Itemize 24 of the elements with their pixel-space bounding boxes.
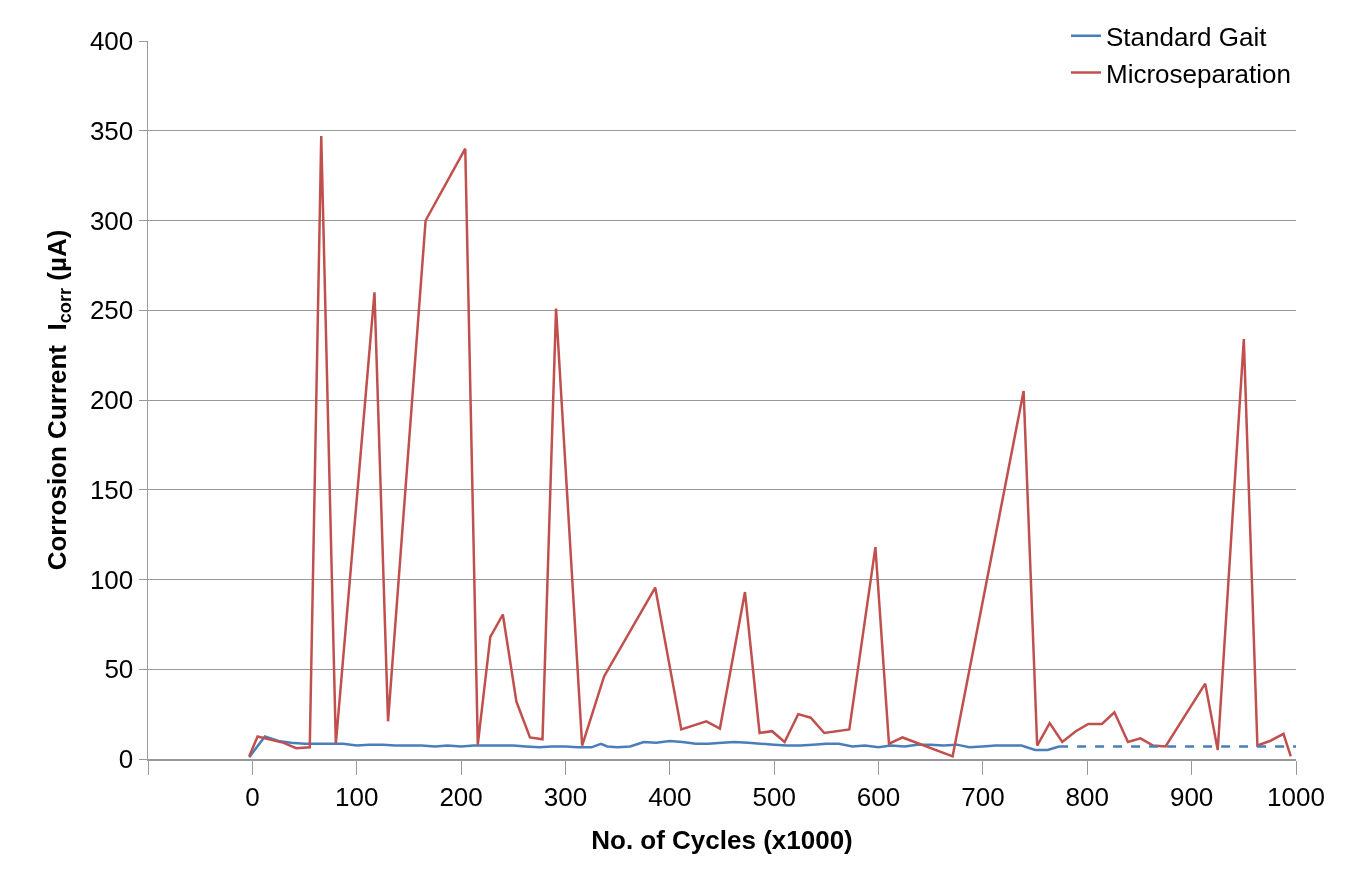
x-tick-label: 700 (961, 781, 1005, 812)
y-tick-label: 200 (89, 385, 134, 416)
y-tick-label: 300 (89, 205, 134, 236)
x-axis-title: No. of Cycles (x1000) (591, 825, 853, 856)
x-tick-label: 800 (1065, 781, 1109, 812)
x-tick-label: 300 (543, 781, 588, 812)
y-tick-label: 100 (89, 564, 134, 595)
x-tick-label: 0 (245, 781, 260, 812)
y-tick-label: 400 (89, 26, 134, 57)
y-tick-label: 0 (118, 744, 134, 775)
y-tick-label: 50 (104, 654, 134, 685)
y-tick-label: 150 (89, 474, 134, 505)
legend-label: Microseparation (1106, 58, 1291, 89)
x-tick-label: 600 (856, 781, 901, 812)
x-tick-label: 900 (1169, 781, 1214, 812)
x-tick-label: 500 (752, 781, 796, 812)
x-tick-label: 200 (439, 781, 483, 812)
line-series (247, 134, 1293, 758)
x-tick-label: 400 (648, 781, 692, 812)
x-tick-label: 100 (335, 781, 379, 812)
legend-label: Standard Gait (1106, 21, 1268, 52)
y-tick-label: 350 (89, 115, 134, 146)
y-tick-label: 250 (89, 295, 134, 326)
x-tick-label: 1000 (1267, 781, 1325, 812)
